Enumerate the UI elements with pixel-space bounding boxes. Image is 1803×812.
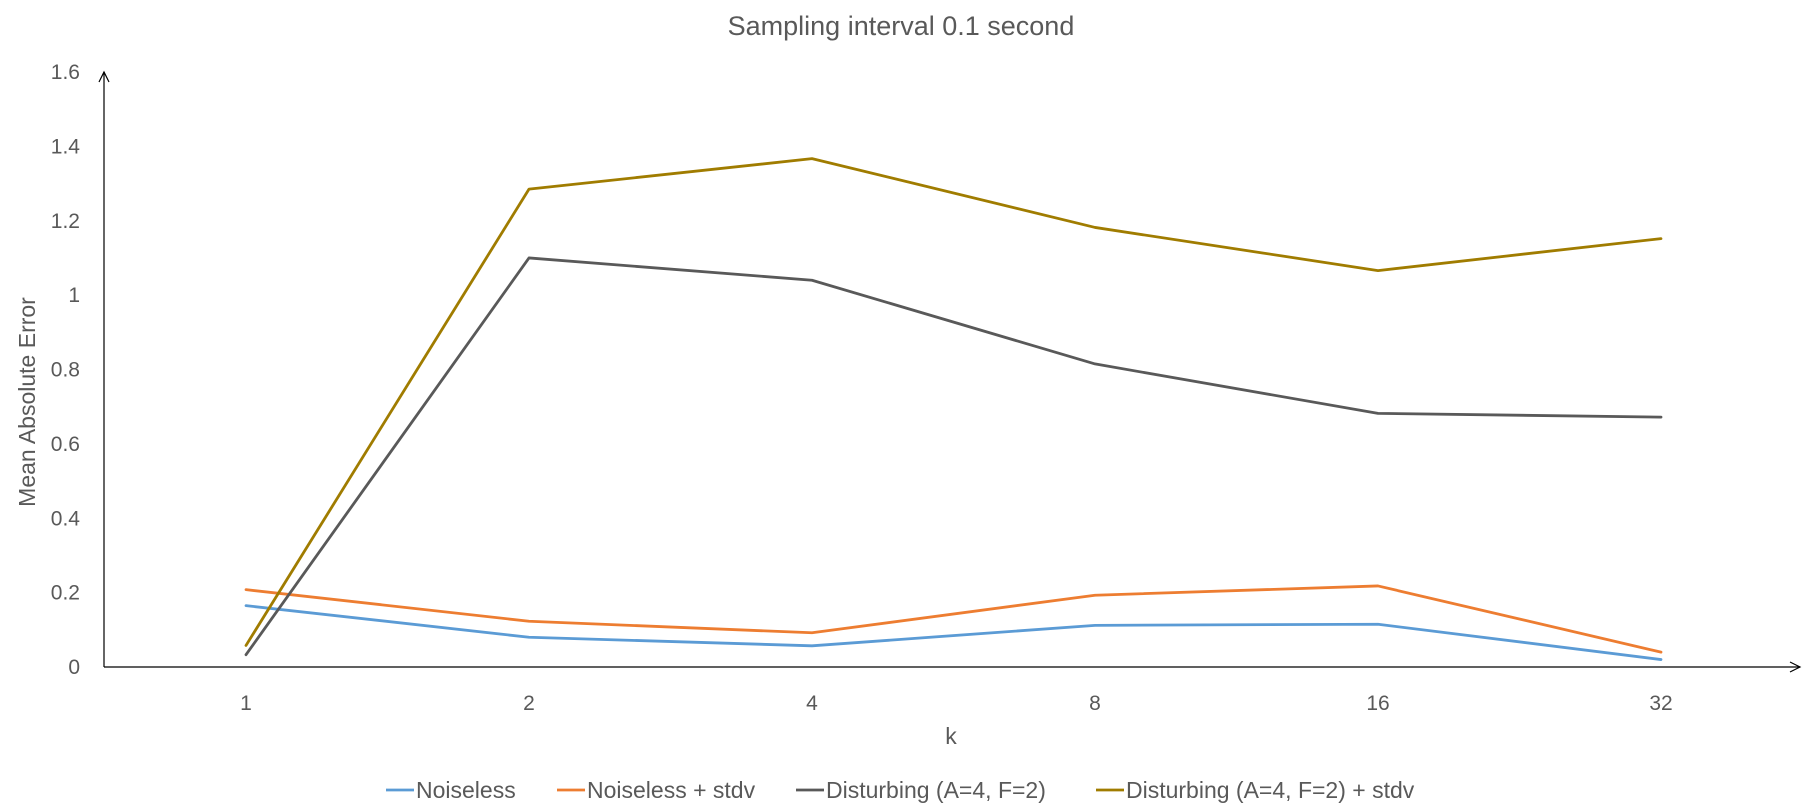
chart-title: Sampling interval 0.1 second	[728, 11, 1075, 41]
y-axis-label: Mean Absolute Error	[14, 297, 40, 507]
y-tick-label: 0	[68, 656, 80, 679]
legend-item: Disturbing (A=4, F=2) + stdv	[1096, 777, 1415, 803]
x-tick-label: 4	[806, 692, 818, 715]
x-tick-label: 2	[523, 692, 535, 715]
series-line-3	[244, 256, 1663, 657]
legend: Noiseless Noiseless + stdv Disturbing (A=4…	[386, 777, 1415, 803]
x-tick-labels: 1 2 4 8 16 32	[240, 692, 1673, 715]
series-line-4	[244, 157, 1663, 647]
legend-item: Noiseless + stdv	[557, 777, 756, 803]
y-tick-label: 1.4	[51, 135, 81, 158]
series-line-1	[244, 604, 1663, 661]
legend-item: Noiseless	[386, 777, 516, 803]
y-axis-arrow	[98, 70, 110, 83]
legend-item: Disturbing (A=4, F=2)	[796, 777, 1046, 803]
y-tick-label: 0.8	[51, 359, 80, 382]
legend-label: Noiseless + stdv	[587, 777, 756, 803]
y-tick-label: 0.6	[51, 433, 80, 456]
x-tick-label: 32	[1649, 692, 1672, 715]
y-tick-label: 1.2	[51, 210, 80, 233]
y-tick-labels: 0 0.2 0.4 0.6 0.8 1 1.2 1.4 1.6	[51, 61, 81, 679]
x-tick-label: 8	[1089, 692, 1101, 715]
legend-label: Noiseless	[416, 777, 516, 803]
series-lines	[244, 157, 1663, 661]
legend-label: Disturbing (A=4, F=2)	[826, 777, 1046, 803]
y-tick-label: 0.2	[51, 582, 80, 605]
axes	[98, 70, 1802, 673]
x-tick-label: 16	[1366, 692, 1389, 715]
legend-label: Disturbing (A=4, F=2) + stdv	[1126, 777, 1415, 803]
y-tick-label: 0.4	[51, 507, 81, 530]
series-line-2	[244, 584, 1663, 654]
x-tick-label: 1	[240, 692, 252, 715]
y-tick-label: 1.6	[51, 61, 80, 84]
x-axis-arrow	[1789, 661, 1802, 673]
y-tick-label: 1	[68, 284, 80, 307]
x-axis-label: k	[945, 723, 957, 749]
